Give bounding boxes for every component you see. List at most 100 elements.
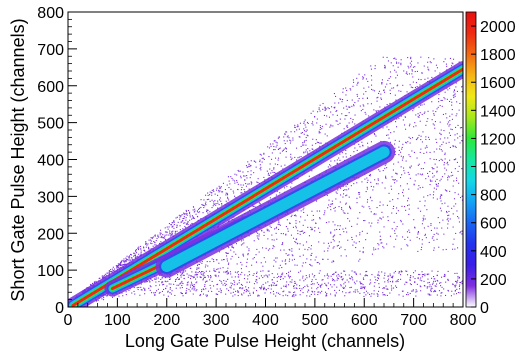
x-tick-label: 500 [302, 312, 329, 329]
scatter-point [449, 115, 451, 117]
scatter-point [300, 216, 302, 218]
scatter-point [379, 239, 381, 241]
scatter-point [442, 113, 444, 115]
scatter-point [434, 289, 436, 291]
scatter-point [459, 142, 461, 144]
scatter-point [392, 208, 394, 210]
scatter-point [285, 233, 287, 235]
scatter-point [290, 156, 292, 158]
scatter-point [224, 285, 226, 287]
scatter-point [218, 191, 220, 193]
scatter-point [440, 129, 442, 131]
scatter-point [451, 207, 453, 209]
scatter-point [310, 259, 312, 261]
scatter-point [165, 231, 167, 233]
scatter-point [170, 235, 172, 237]
scatter-point [305, 144, 307, 146]
scatter-point [273, 140, 275, 142]
scatter-point [173, 227, 175, 229]
scatter-point [205, 204, 207, 206]
scatter-point [225, 200, 227, 202]
scatter-point [434, 121, 436, 123]
scatter-point [232, 246, 234, 248]
scatter-point [317, 142, 319, 144]
scatter-point [346, 124, 348, 126]
scatter-point [306, 134, 308, 136]
scatter-point [112, 266, 114, 268]
x-tick-label: 700 [400, 312, 427, 329]
scatter-point [424, 147, 426, 149]
scatter-point [330, 232, 332, 234]
scatter-point [423, 196, 425, 198]
scatter-point [456, 161, 458, 163]
scatter-point [356, 84, 358, 86]
scatter-point [106, 272, 108, 274]
scatter-point [417, 278, 419, 280]
scatter-point [263, 275, 265, 277]
scatter-point [189, 212, 191, 214]
scatter-point [189, 219, 191, 221]
scatter-point [359, 258, 361, 260]
scatter-point [315, 139, 317, 141]
scatter-point [290, 159, 292, 161]
scatter-point [453, 198, 455, 200]
scatter-point [400, 64, 402, 66]
scatter-point [395, 58, 397, 60]
scatter-point [103, 297, 105, 299]
scatter-point [439, 197, 441, 199]
scatter-point [438, 101, 440, 103]
scatter-point [303, 151, 305, 153]
scatter-point [351, 225, 353, 227]
scatter-point [263, 287, 265, 289]
scatter-point [140, 289, 142, 291]
scatter-point [161, 281, 163, 283]
scatter-point [354, 114, 356, 116]
scatter-point [319, 231, 321, 233]
scatter-point [415, 139, 417, 141]
scatter-point [378, 275, 380, 277]
scatter-point [362, 284, 364, 286]
scatter-point [447, 177, 449, 179]
scatter-point [363, 93, 365, 95]
scatter-point [287, 295, 289, 297]
scatter-point [329, 206, 331, 208]
scatter-point [319, 110, 321, 112]
scatter-point [232, 291, 234, 293]
scatter-point [385, 163, 387, 165]
scatter-point [305, 137, 307, 139]
scatter-point [150, 237, 152, 239]
scatter-point [197, 274, 199, 276]
scatter-point [200, 199, 202, 201]
scatter-point [328, 116, 330, 118]
x-tick-label: 100 [104, 312, 131, 329]
scatter-point [290, 131, 292, 133]
scatter-point [290, 186, 292, 188]
scatter-point [248, 248, 250, 250]
scatter-point [283, 136, 285, 138]
scatter-point [407, 292, 409, 294]
plot-area [68, 12, 463, 307]
scatter-point [400, 185, 402, 187]
scatter-point [286, 281, 288, 283]
scatter-point [424, 111, 426, 113]
scatter-point [203, 277, 205, 279]
scatter-point [209, 279, 211, 281]
scatter-point [189, 267, 191, 269]
scatter-point [454, 134, 456, 136]
scatter-point [391, 176, 393, 178]
scatter-point [424, 78, 426, 80]
scatter-point [297, 230, 299, 232]
scatter-point [266, 230, 268, 232]
scatter-point [222, 267, 224, 269]
scatter-point [92, 282, 94, 284]
scatter-point [459, 284, 461, 286]
scatter-point [412, 76, 414, 78]
scatter-point [260, 154, 262, 156]
scatter-point [420, 290, 422, 292]
scatter-point [443, 130, 445, 132]
scatter-point [428, 286, 430, 288]
scatter-point [455, 86, 457, 88]
scatter-point [376, 293, 378, 295]
scatter-point [213, 268, 215, 270]
scatter-point [159, 284, 161, 286]
